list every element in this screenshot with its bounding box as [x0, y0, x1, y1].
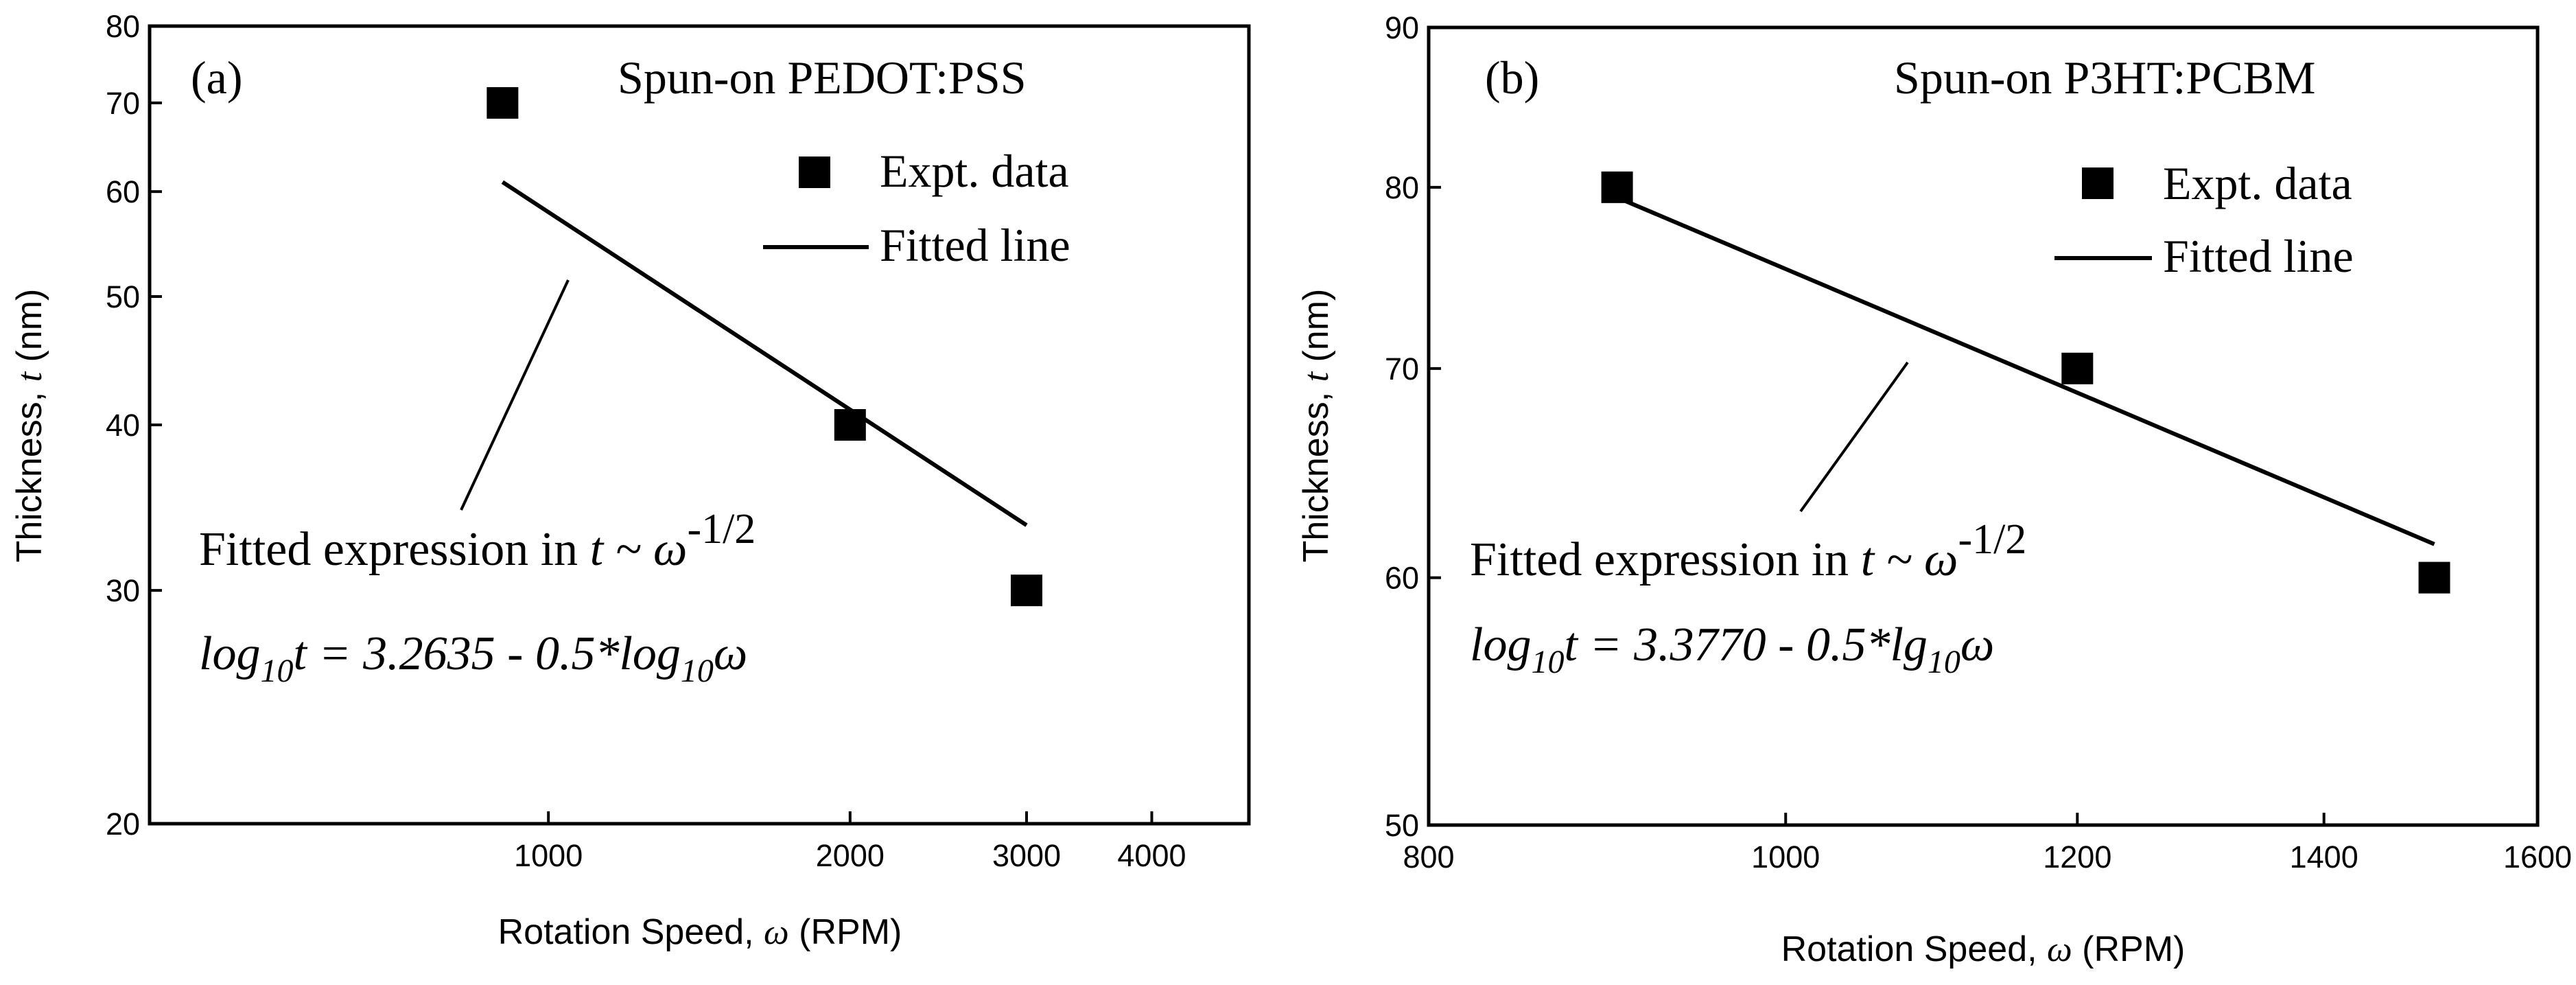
panel-a-y-axis-label: Thickness, t (nm) [10, 289, 49, 563]
y-tick-label: 30 [106, 573, 140, 608]
panel-a-x-ticks: 1000 2000 3000 4000 [514, 811, 1186, 873]
panel-a-legend-line-label: Fitted line [880, 219, 1070, 271]
y-tick-label: 20 [106, 807, 140, 842]
x-tick-label: 1000 [1751, 839, 1820, 874]
x-tick-label: 2000 [816, 838, 885, 873]
x-tick-label: 800 [1403, 839, 1454, 874]
panel-b-points [1601, 171, 2450, 594]
x-tick-label: 1400 [2290, 839, 2358, 874]
y-tick-label: 70 [1385, 351, 1419, 386]
y-tick-label: 60 [106, 174, 140, 209]
x-tick-label: 4000 [1117, 838, 1186, 873]
panel-b-legend-marker [2082, 167, 2114, 199]
data-point [1601, 171, 1633, 203]
panel-b-x-ticks: 800 1000 1200 1400 1600 [1403, 813, 2572, 874]
panel-b-y-ticks: 50 60 70 80 90 [1385, 10, 1441, 843]
panel-a-plot-frame [148, 24, 1251, 826]
panel-b-y-axis-label: Thickness, t (nm) [1296, 289, 1336, 563]
panel-a-fit-line [501, 180, 1028, 527]
x-tick-label: 1600 [2503, 839, 2572, 874]
y-tick-label: 70 [106, 86, 140, 121]
panel-a-title: Spun-on PEDOT:PSS [618, 51, 1027, 104]
panel-b-legend-line-label: Fitted line [2163, 230, 2354, 282]
panel-b-x-axis-label: Rotation Speed, ω (RPM) [1781, 929, 2186, 969]
panel-a: 1000 2000 3000 4000 20 30 40 50 60 70 80 (a) Spun… [10, 9, 1251, 952]
panel-b-label: (b) [1485, 51, 1539, 104]
panel-a-legend-marker-label: Expt. data [880, 145, 1069, 197]
y-tick-label: 50 [1385, 808, 1419, 843]
panel-b-fit-line [1616, 195, 2435, 546]
panel-b-formula: log10t = 3.3770 - 0.5*lg10ω [1470, 618, 1994, 680]
panel-a-points [487, 86, 1042, 607]
panel-b: 800 1000 1200 1400 1600 50 60 70 80 90 (b) Spun-… [1296, 10, 2572, 969]
panel-a-legend-marker [799, 157, 830, 188]
x-tick-label: 1000 [514, 838, 583, 873]
panel-b-annotation-leader [1799, 361, 1909, 513]
panel-b-legend-marker-label: Expt. data [2163, 157, 2352, 209]
x-tick-label: 3000 [992, 838, 1061, 873]
y-tick-label: 80 [1385, 170, 1419, 205]
y-tick-label: 90 [1385, 10, 1419, 45]
panel-a-label: (a) [191, 51, 242, 104]
data-point [487, 86, 519, 119]
data-point [2061, 352, 2094, 384]
y-tick-label: 40 [106, 408, 140, 443]
panel-a-y-ticks: 20 30 40 50 60 70 80 [106, 9, 162, 842]
data-point [2418, 561, 2450, 594]
panel-b-plot-frame [1427, 25, 2540, 827]
panel-b-title: Spun-on P3HT:PCBM [1894, 51, 2315, 104]
data-point [1010, 575, 1042, 607]
y-tick-label: 80 [106, 9, 140, 44]
y-tick-label: 50 [106, 279, 140, 314]
panel-a-annotation-leader [460, 279, 570, 511]
data-point [834, 409, 866, 441]
panel-a-x-axis-label: Rotation Speed, ω (RPM) [498, 912, 902, 952]
panel-a-expression: Fitted expression in t ~ ω-1/2 [199, 506, 756, 576]
x-tick-label: 1200 [2043, 839, 2111, 874]
panel-b-expression: Fitted expression in t ~ ω-1/2 [1470, 516, 2026, 586]
y-tick-label: 60 [1385, 561, 1419, 596]
panel-a-formula: log10t = 3.2635 - 0.5*log10ω [199, 627, 747, 689]
